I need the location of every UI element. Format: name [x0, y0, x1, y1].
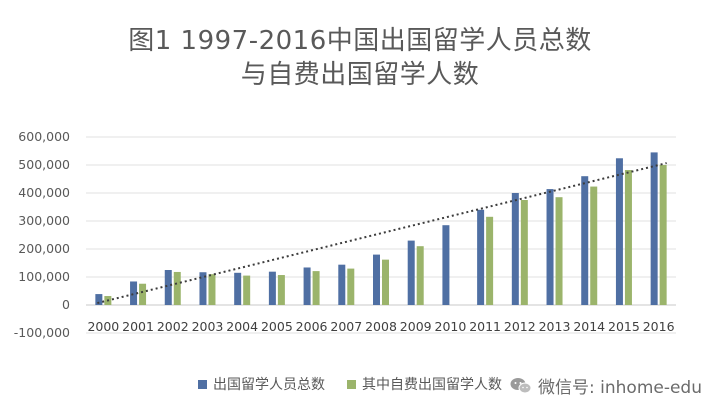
y-tick-label: 0: [62, 297, 70, 312]
x-tick-label: 2013: [539, 319, 571, 334]
legend-swatch-self-funded: [347, 379, 356, 389]
bar-self-funded: [243, 275, 251, 305]
bar-self-funded: [173, 271, 181, 305]
x-tick-label: 2014: [573, 319, 605, 334]
x-tick-label: 2010: [435, 319, 467, 334]
x-tick-label: 2011: [469, 319, 501, 334]
bar-total: [581, 176, 589, 305]
legend-label-total: 出国留学人员总数: [213, 377, 325, 393]
x-tick-label: 2006: [296, 319, 328, 334]
x-tick-label: 2004: [226, 319, 258, 334]
bar-total: [234, 272, 242, 305]
legend-swatch-total: [198, 379, 207, 389]
bar-total: [511, 193, 519, 305]
legend-item-total: 出国留学人员总数: [198, 374, 325, 394]
bar-self-funded: [624, 170, 632, 305]
bar-self-funded: [486, 216, 494, 305]
bar-total: [164, 270, 172, 305]
bar-total: [546, 189, 554, 305]
bar-total: [95, 294, 103, 305]
x-tick-label: 2015: [608, 319, 640, 334]
bar-total: [338, 264, 346, 305]
bar-self-funded: [416, 246, 424, 305]
chart-title-line-1: 图1 1997-2016中国出国留学人员总数: [128, 26, 592, 56]
bar-total: [650, 152, 658, 305]
x-tick-label: 2007: [330, 319, 362, 334]
bar-total: [407, 240, 415, 305]
x-tick-label: 2016: [643, 319, 675, 334]
chart-legend: 出国留学人员总数 其中自费出国留学人数: [198, 374, 524, 394]
bar-total: [615, 158, 623, 305]
bar-self-funded: [590, 186, 598, 305]
bar-total: [442, 225, 450, 305]
bar-self-funded: [312, 271, 320, 305]
x-tick-label: 2003: [192, 319, 224, 334]
y-tick-label: 400,000: [18, 185, 70, 200]
bar-self-funded: [277, 275, 285, 305]
watermark: 微信号: inhome-edu: [506, 371, 706, 400]
x-tick-label: 2000: [87, 319, 119, 334]
y-tick-label: 300,000: [18, 213, 70, 228]
wechat-icon: [510, 377, 532, 395]
bar-self-funded: [139, 283, 147, 305]
x-tick-label: 2009: [400, 319, 432, 334]
bar-total: [303, 267, 311, 305]
x-tick-label: 2002: [157, 319, 189, 334]
y-tick-label: 100,000: [18, 269, 70, 284]
x-tick-label: 2001: [122, 319, 154, 334]
bar-total: [477, 209, 485, 305]
y-tick-label: 200,000: [18, 241, 70, 256]
y-tick-label: 500,000: [18, 157, 70, 172]
legend-label-self-funded: 其中自费出国留学人数: [362, 377, 502, 393]
bar-total: [130, 281, 138, 305]
bar-total: [199, 272, 207, 305]
x-tick-label: 2005: [261, 319, 293, 334]
watermark-text: 微信号: inhome-edu: [538, 378, 702, 398]
bar-total: [373, 254, 380, 305]
bar-self-funded: [382, 259, 389, 305]
bar-self-funded: [347, 268, 355, 305]
chart-title-line-2: 与自费出国留学人数: [240, 60, 480, 90]
bar-self-funded: [520, 200, 528, 305]
bar-self-funded: [659, 165, 667, 305]
y-tick-label: 600,000: [18, 129, 70, 144]
bar-total: [268, 271, 276, 305]
bar-self-funded: [208, 274, 216, 305]
legend-item-self-funded: 其中自费出国留学人数: [347, 374, 502, 394]
x-tick-label: 2012: [504, 319, 536, 334]
x-tick-label: 2008: [365, 319, 397, 334]
bar-self-funded: [555, 197, 563, 305]
y-tick-label: -100,000: [14, 325, 70, 340]
